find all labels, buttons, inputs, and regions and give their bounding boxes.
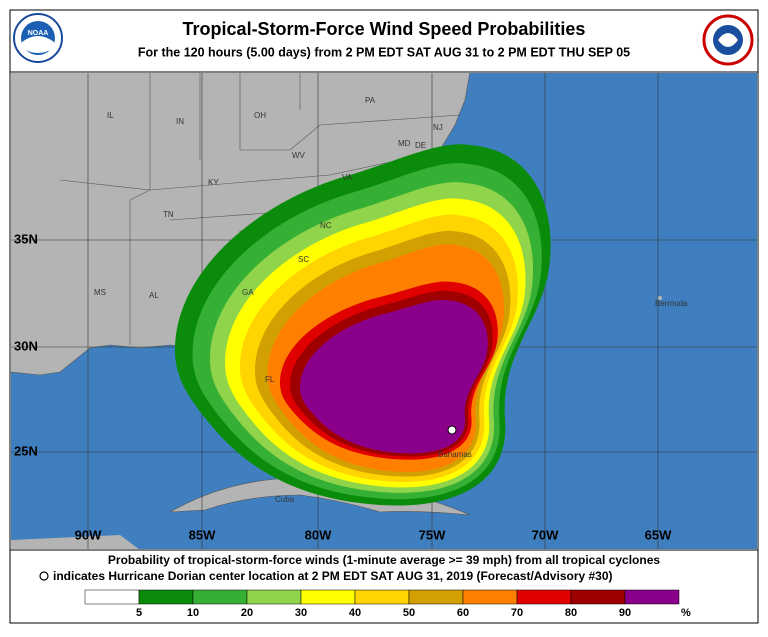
longitude-label: 85W	[189, 527, 216, 542]
state-label: IN	[176, 117, 184, 126]
state-label: GA	[242, 288, 254, 297]
place-label: Cuba	[275, 495, 295, 504]
latitude-label: 35N	[14, 231, 38, 246]
state-label: IL	[107, 111, 114, 120]
longitude-label: 90W	[75, 527, 102, 542]
probability-contours	[175, 144, 551, 506]
legend-label: 60	[457, 607, 469, 619]
state-label: FL	[265, 375, 275, 384]
probability-band	[300, 299, 488, 454]
nws-logo	[702, 14, 754, 66]
footer-line: Probability of tropical-storm-force wind…	[108, 553, 660, 567]
state-label: KY	[208, 178, 219, 187]
state-label: WV	[292, 151, 306, 160]
state-label: MD	[398, 139, 411, 148]
noaa-logo: NOAA	[13, 13, 63, 63]
legend-label: 80	[565, 607, 577, 619]
longitude-label: 80W	[305, 527, 332, 542]
state-label: NC	[320, 221, 332, 230]
state-label: AL	[149, 291, 159, 300]
legend-label: 50	[403, 607, 415, 619]
state-label: NJ	[433, 123, 443, 132]
latitude-label: 25N	[14, 443, 38, 458]
legend-swatch	[462, 589, 518, 605]
legend-swatch	[192, 589, 248, 605]
footer-line: indicates Hurricane Dorian center locati…	[53, 569, 613, 583]
bermuda-island	[658, 296, 662, 300]
legend-swatch	[300, 589, 356, 605]
place-label: Bermuda	[655, 299, 688, 308]
legend-swatch	[138, 589, 194, 605]
land-mexico	[11, 535, 139, 549]
state-label: OH	[254, 111, 266, 120]
svg-text:NOAA: NOAA	[28, 30, 49, 37]
place-label: Bahamas	[438, 450, 472, 459]
legend-swatch	[408, 589, 464, 605]
legend-label: 40	[349, 607, 361, 619]
center-symbol	[39, 571, 49, 581]
state-label: DE	[415, 141, 426, 150]
title: Tropical-Storm-Force Wind Speed Probabil…	[183, 19, 586, 39]
state-label: TN	[163, 210, 174, 219]
state-label: PA	[365, 96, 376, 105]
legend-swatch	[84, 589, 140, 605]
dorian-center	[447, 425, 457, 435]
legend-label: 90	[619, 607, 631, 619]
longitude-label: 65W	[645, 527, 672, 542]
state-label: SC	[298, 255, 309, 264]
subtitle: For the 120 hours (5.00 days) from 2 PM …	[138, 45, 630, 59]
legend-swatch	[570, 589, 626, 605]
legend-swatch	[516, 589, 572, 605]
legend-label: 10	[187, 607, 199, 619]
map: IL IN OH PA NJ MD DE WV VA KY TN NC SC G…	[11, 73, 757, 549]
state-label: MS	[94, 288, 106, 297]
longitude-label: 75W	[419, 527, 446, 542]
legend-swatch	[354, 589, 410, 605]
legend-label: 20	[241, 607, 253, 619]
legend-label: 30	[295, 607, 307, 619]
legend-label: 5	[136, 607, 142, 619]
longitude-label: 70W	[532, 527, 559, 542]
legend-label: 70	[511, 607, 523, 619]
legend-unit: %	[681, 607, 691, 619]
legend: 5 10 20 30 40 50 60 70 80 90%	[84, 589, 691, 619]
latitude-label: 30N	[14, 338, 38, 353]
legend-swatch	[246, 589, 302, 605]
state-label: VA	[342, 173, 353, 182]
legend-swatch	[624, 589, 680, 605]
